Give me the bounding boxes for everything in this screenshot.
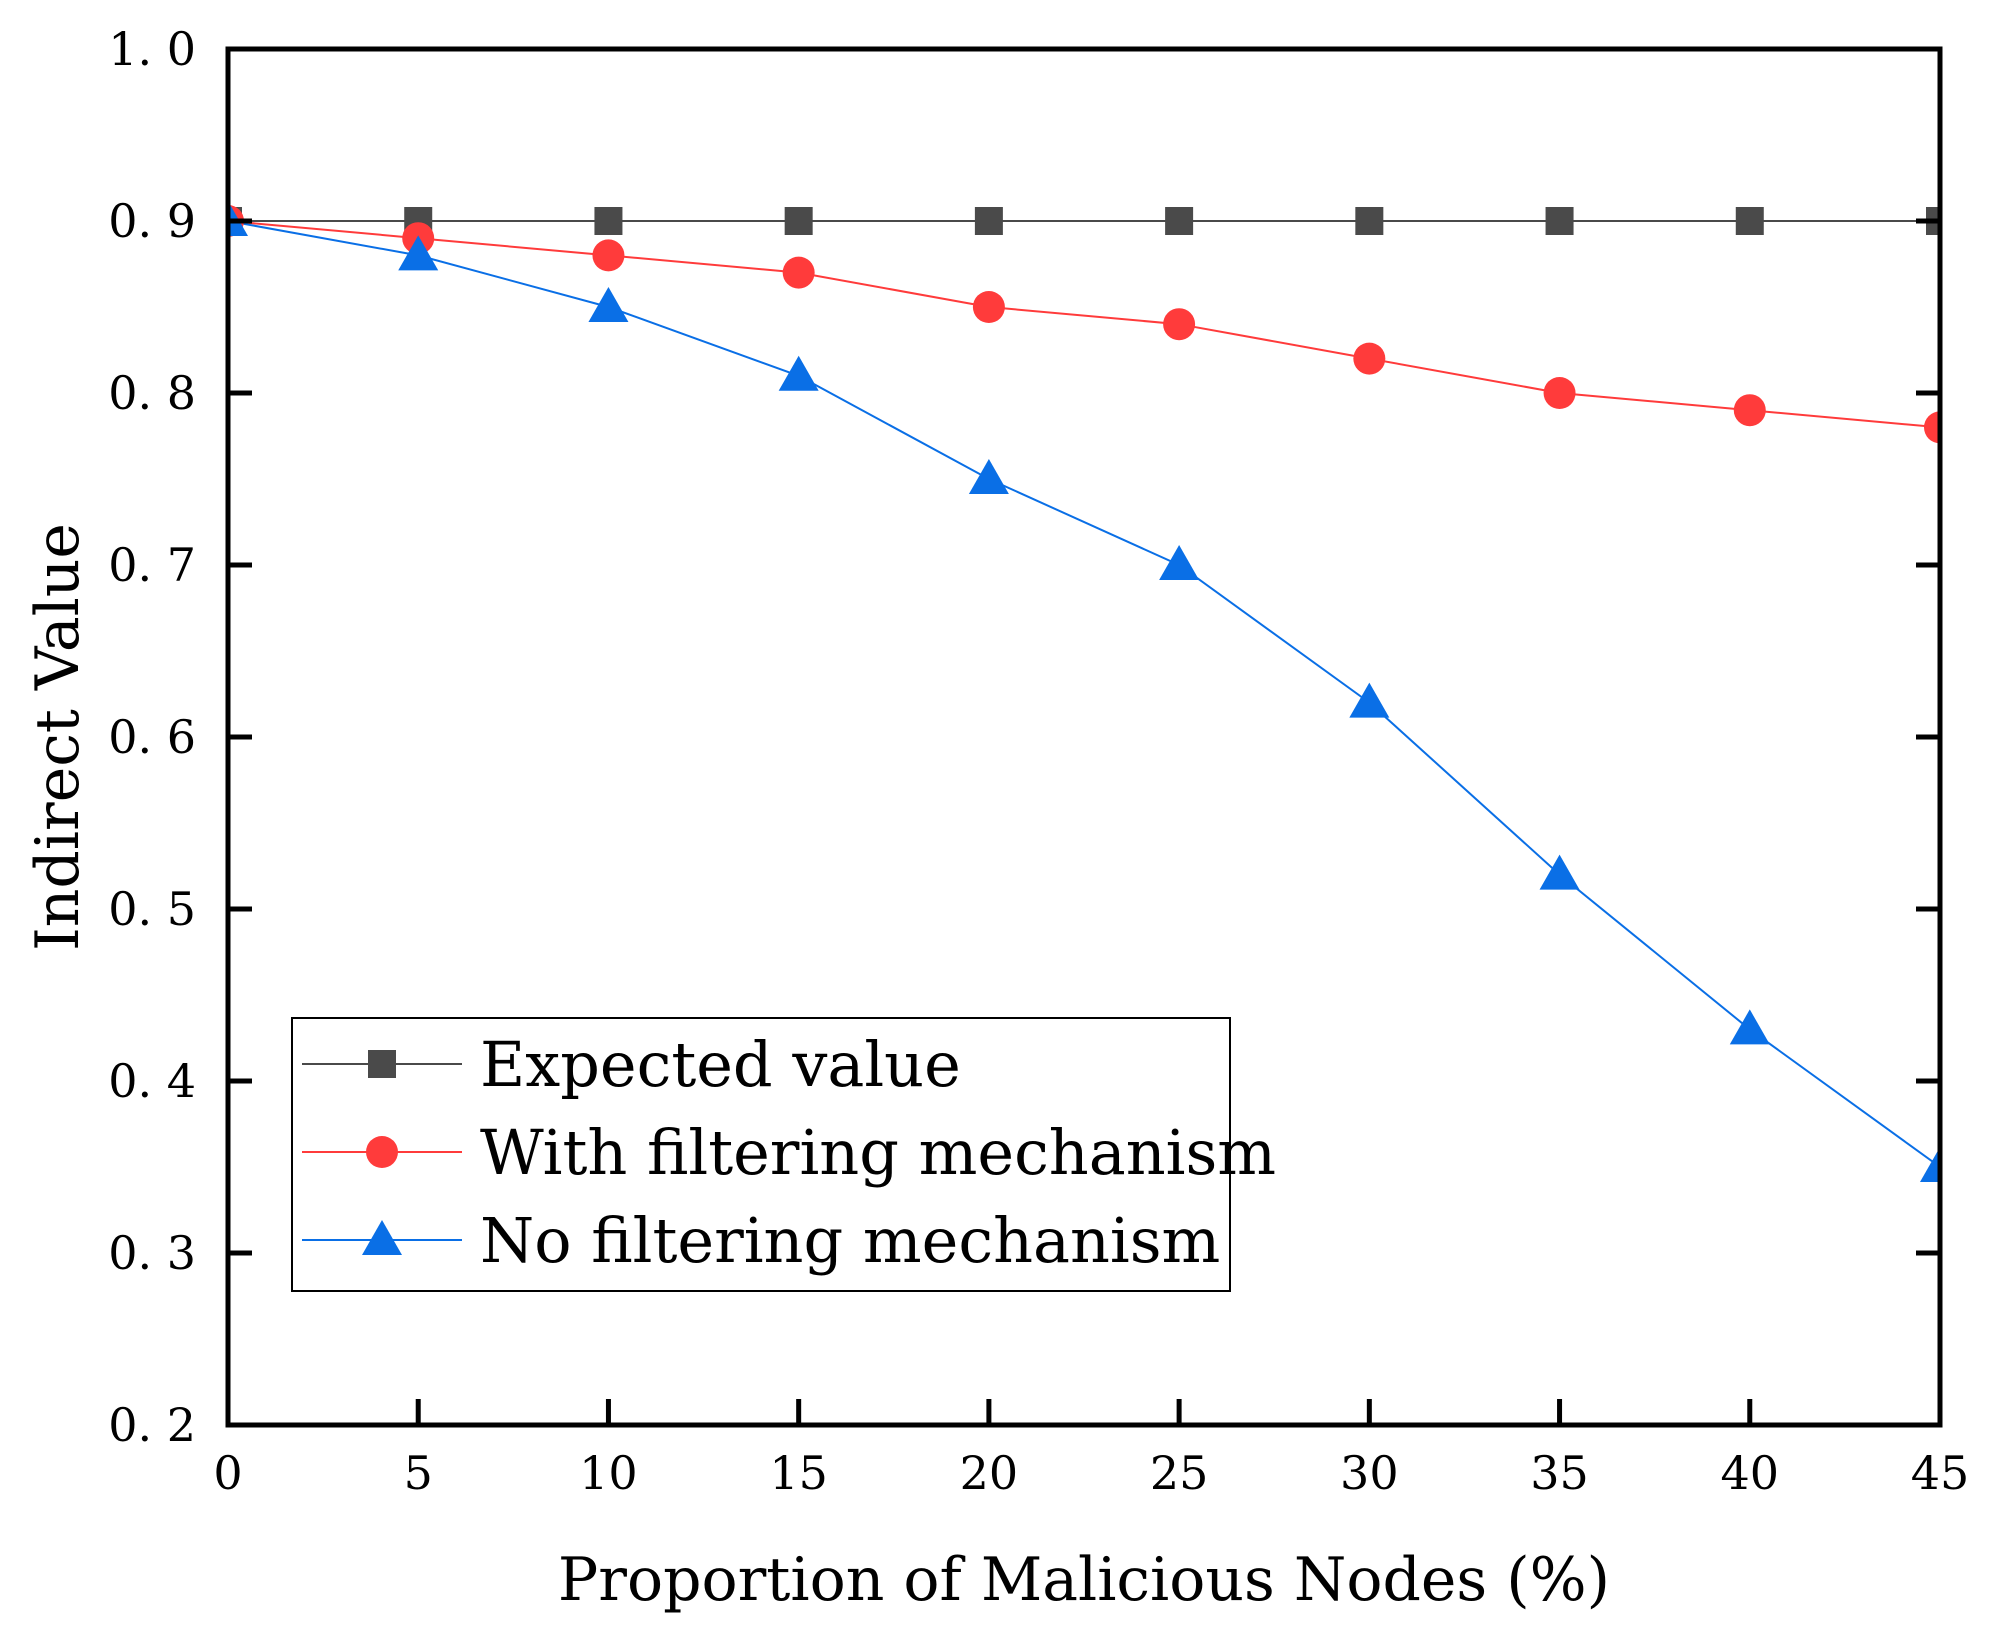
x-tick-label: 40 (1721, 1446, 1780, 1500)
data-point-triangle (588, 287, 629, 322)
legend-marker-triangle (362, 1220, 402, 1255)
x-tick-label: 10 (579, 1446, 638, 1500)
series-group (228, 201, 1940, 1182)
data-point-square (1735, 207, 1764, 235)
y-tick-label: 0. 6 (108, 710, 196, 764)
data-point-square (784, 207, 813, 235)
x-tick-label: 5 (404, 1446, 433, 1500)
y-tick-label: 0. 5 (108, 882, 196, 936)
x-axis-title: Proportion of Malicious Nodes (%) (558, 1545, 1610, 1615)
y-tick-label: 0. 4 (108, 1054, 196, 1108)
legend: Expected value With filtering mechanism No… (291, 1017, 1276, 1292)
data-point-square (1355, 207, 1384, 235)
data-point-circle (1924, 411, 1940, 444)
legend-label: Expected value (480, 1028, 961, 1101)
x-tick-label: 35 (1530, 1446, 1589, 1500)
data-point-triangle (778, 355, 819, 391)
axis-ticks: 0 5 10 15 20 25 30 35 40 45 0. 2 0. 3 0. 4 0. 5 0. 6 0.… (108, 22, 1969, 1500)
legend-marker-square (368, 1050, 396, 1078)
x-tick-label: 0 (213, 1446, 242, 1500)
y-tick-label: 1. 0 (108, 22, 196, 76)
series-line-2 (228, 220, 1940, 1168)
y-tick-label: 0. 9 (108, 194, 196, 248)
series-line-1 (228, 220, 1940, 429)
plot-marks (228, 201, 1940, 1182)
data-point-triangle (1159, 545, 1200, 580)
y-tick-label: 0. 3 (108, 1226, 196, 1280)
y-tick-label: 0. 8 (108, 366, 196, 420)
legend-label: No filtering mechanism (480, 1204, 1220, 1277)
x-tick-label: 45 (1911, 1446, 1970, 1500)
x-tick-label: 25 (1150, 1446, 1209, 1500)
data-point-circle (592, 239, 625, 272)
data-point-circle (1353, 342, 1386, 375)
x-tick-label: 15 (769, 1446, 828, 1500)
data-point-square (974, 207, 1003, 235)
data-point-square (1165, 207, 1194, 235)
x-tick-label: 30 (1340, 1446, 1399, 1500)
data-point-triangle (1729, 1009, 1770, 1045)
data-point-triangle (1349, 682, 1390, 718)
data-point-square (1545, 207, 1574, 235)
x-tick-label: 20 (960, 1446, 1019, 1500)
legend-marker-circle (366, 1136, 398, 1168)
legend-label: With filtering mechanism (480, 1116, 1276, 1189)
data-point-circle (972, 291, 1005, 323)
y-tick-label: 0. 2 (108, 1398, 196, 1452)
data-point-square (594, 207, 623, 235)
data-point-triangle (1920, 1147, 1940, 1182)
data-point-circle (1543, 377, 1576, 409)
data-point-circle (1163, 308, 1196, 341)
data-point-circle (1733, 394, 1766, 427)
data-point-triangle (968, 459, 1009, 494)
y-tick-label: 0. 7 (108, 538, 196, 592)
data-point-circle (782, 256, 815, 289)
data-point-triangle (398, 235, 439, 271)
y-axis-title: Indirect Value (23, 523, 93, 951)
data-point-triangle (1539, 854, 1580, 890)
